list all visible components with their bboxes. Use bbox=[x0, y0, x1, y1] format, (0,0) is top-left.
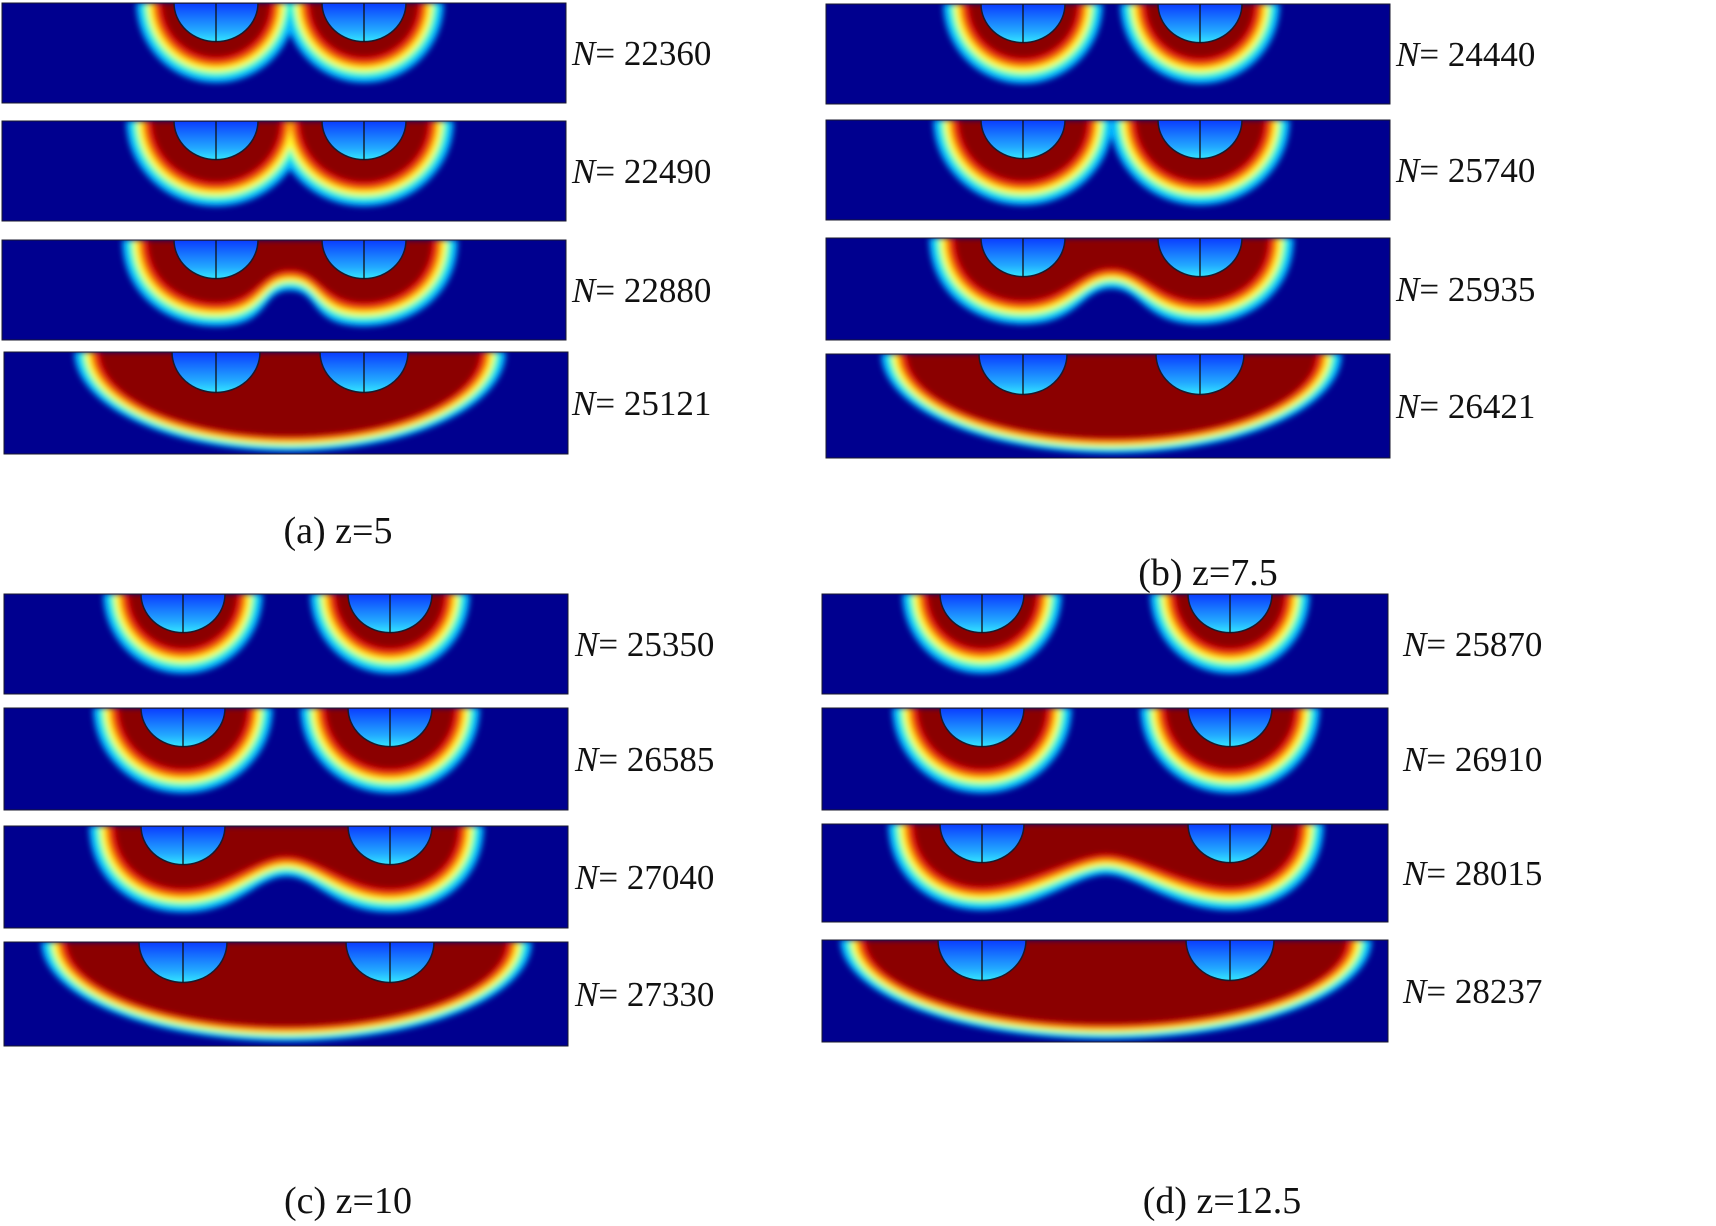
cycle-count-label-3: N= 28015 bbox=[1402, 854, 1542, 893]
cycle-value: = 26910 bbox=[1426, 740, 1542, 779]
caption-panel-c: (c) z=10 bbox=[284, 1180, 412, 1222]
field-frame-1 bbox=[821, 593, 1389, 695]
cycle-value: = 25740 bbox=[1419, 151, 1535, 190]
field-frame-2 bbox=[825, 119, 1391, 221]
field-background bbox=[826, 4, 1390, 104]
cycle-value: = 25935 bbox=[1419, 270, 1535, 309]
cycle-value: = 26421 bbox=[1419, 387, 1535, 426]
field-frame-3 bbox=[3, 825, 569, 929]
cycle-symbol: N bbox=[574, 625, 600, 664]
frame-border bbox=[1, 239, 567, 341]
cycle-count-label-4: N= 28237 bbox=[1402, 972, 1542, 1011]
field-frame-2 bbox=[3, 707, 569, 811]
frame-border bbox=[1, 2, 567, 104]
cycle-count-label-1: N= 24440 bbox=[1395, 35, 1535, 74]
cycle-value: = 25121 bbox=[595, 384, 711, 423]
cycle-symbol: N bbox=[571, 152, 597, 191]
field-frame-2 bbox=[1, 120, 567, 222]
frame-border bbox=[821, 707, 1389, 811]
cycle-count-label-3: N= 22880 bbox=[571, 271, 711, 310]
cycle-symbol: N bbox=[574, 858, 600, 897]
cycle-symbol: N bbox=[571, 271, 597, 310]
frame-border bbox=[3, 941, 569, 1047]
frame-border bbox=[821, 593, 1389, 695]
cycle-count-label-3: N= 25935 bbox=[1395, 270, 1535, 309]
field-frame-3 bbox=[821, 823, 1389, 923]
cycle-symbol: N bbox=[1402, 625, 1428, 664]
cycle-symbol: N bbox=[571, 34, 597, 73]
cycle-value: = 25870 bbox=[1426, 625, 1542, 664]
field-frame-4 bbox=[821, 939, 1389, 1043]
cycle-value: = 27330 bbox=[598, 975, 714, 1014]
cycle-value: = 22880 bbox=[595, 271, 711, 310]
frame-border bbox=[3, 593, 569, 695]
field-frame-3 bbox=[1, 239, 567, 341]
cycle-count-label-4: N= 27330 bbox=[574, 975, 714, 1014]
frame-border bbox=[3, 825, 569, 929]
cycle-count-label-2: N= 25740 bbox=[1395, 151, 1535, 190]
caption-panel-b: (b) z=7.5 bbox=[1138, 552, 1278, 594]
field-frame-1 bbox=[1, 2, 567, 104]
cycle-count-label-2: N= 22490 bbox=[571, 152, 711, 191]
field-background bbox=[4, 708, 568, 810]
frame-border bbox=[3, 351, 569, 455]
field-frame-1 bbox=[825, 3, 1391, 105]
cycle-symbol: N bbox=[571, 384, 597, 423]
cycle-symbol: N bbox=[1395, 35, 1421, 74]
cycle-value: = 28015 bbox=[1426, 854, 1542, 893]
frame-border bbox=[821, 823, 1389, 923]
cycle-symbol: N bbox=[1395, 270, 1421, 309]
cycle-symbol: N bbox=[1395, 387, 1421, 426]
field-frame-4 bbox=[825, 353, 1391, 459]
cycle-symbol: N bbox=[574, 975, 600, 1014]
cycle-value: = 22360 bbox=[595, 34, 711, 73]
cycle-value: = 25350 bbox=[598, 625, 714, 664]
cycle-symbol: N bbox=[1402, 854, 1428, 893]
frame-border bbox=[825, 119, 1391, 221]
cycle-count-label-4: N= 26421 bbox=[1395, 387, 1535, 426]
cycle-symbol: N bbox=[574, 740, 600, 779]
field-background bbox=[4, 594, 568, 694]
cycle-count-label-3: N= 27040 bbox=[574, 858, 714, 897]
cycle-value: = 27040 bbox=[598, 858, 714, 897]
cycle-count-label-4: N= 25121 bbox=[571, 384, 711, 423]
cycle-value: = 24440 bbox=[1419, 35, 1535, 74]
frame-border bbox=[1, 120, 567, 222]
frame-border bbox=[825, 237, 1391, 341]
frame-border bbox=[3, 707, 569, 811]
field-frame-4 bbox=[3, 351, 569, 455]
cycle-value: = 28237 bbox=[1426, 972, 1542, 1011]
cycle-symbol: N bbox=[1395, 151, 1421, 190]
cycle-value: = 26585 bbox=[598, 740, 714, 779]
cycle-symbol: N bbox=[1402, 740, 1428, 779]
field-frame-3 bbox=[825, 237, 1391, 341]
caption-panel-d: (d) z=12.5 bbox=[1143, 1180, 1302, 1222]
cycle-count-label-1: N= 22360 bbox=[571, 34, 711, 73]
caption-panel-a: (a) z=5 bbox=[284, 510, 393, 552]
cycle-count-label-1: N= 25870 bbox=[1402, 625, 1542, 664]
frame-border bbox=[821, 939, 1389, 1043]
field-frame-4 bbox=[3, 941, 569, 1047]
cycle-count-label-2: N= 26910 bbox=[1402, 740, 1542, 779]
cycle-count-label-1: N= 25350 bbox=[574, 625, 714, 664]
frame-border bbox=[825, 353, 1391, 459]
field-frame-2 bbox=[821, 707, 1389, 811]
cycle-count-label-2: N= 26585 bbox=[574, 740, 714, 779]
cycle-symbol: N bbox=[1402, 972, 1428, 1011]
cycle-value: = 22490 bbox=[595, 152, 711, 191]
field-frame-1 bbox=[3, 593, 569, 695]
frame-border bbox=[825, 3, 1391, 105]
